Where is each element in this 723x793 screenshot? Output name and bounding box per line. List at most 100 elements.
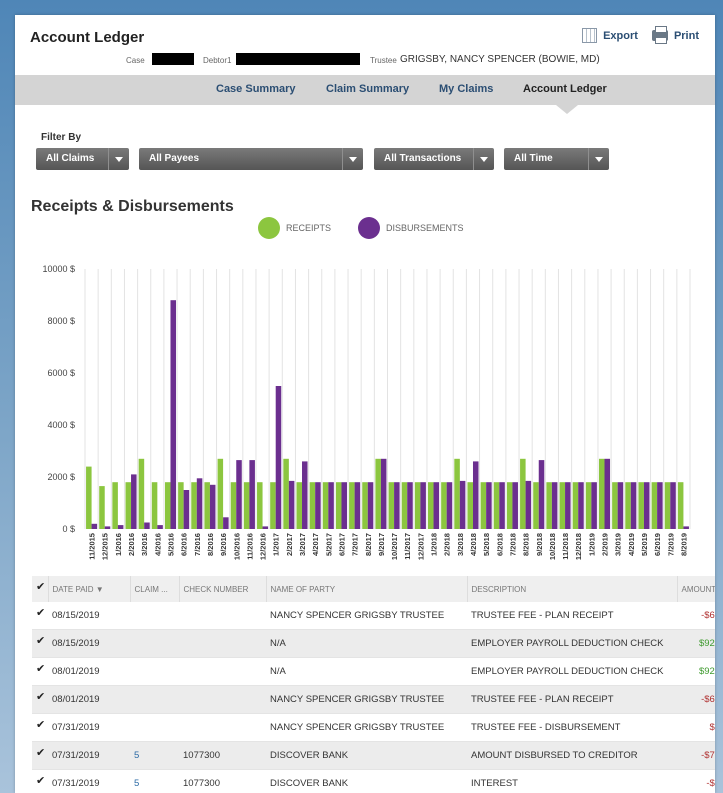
x-tick-label: 11/2016 [245,533,254,560]
receipts-legend-swatch [258,217,280,239]
row-checkbox[interactable] [32,769,48,793]
x-tick-label: 12/2017 [416,533,425,560]
x-tick-label: 11/2017 [403,533,412,560]
receipts-bar [164,482,171,529]
claims-filter-dropdown[interactable]: All Claims [36,148,129,170]
time-filter-dropdown[interactable]: All Time [504,148,609,170]
receipts-disbursements-chart: 10000 $ 8000 $ 6000 $ 4000 $ 2000 $ 0 $ 11/201… [42,264,691,560]
receipts-bar [204,482,210,529]
receipts-bar [428,482,434,529]
transactions-filter-dropdown[interactable]: All Transactions [374,148,494,170]
tab-case-summary[interactable]: Case Summary [216,83,296,95]
cell-claim[interactable] [130,657,179,686]
cell-description: EMPLOYER PAYROLL DEDUCTION CHECK [467,657,677,686]
row-checkbox[interactable] [32,602,48,630]
cell-amount: -$2.8 [677,769,715,793]
receipts-bar [401,482,408,529]
receipts-bar [112,482,118,529]
x-tick-label: 8/2018 [522,533,531,556]
cell-check-number [179,657,266,686]
debtor-redaction [236,53,360,65]
cell-date: 08/15/2019 [48,602,130,630]
row-checkbox[interactable] [32,685,48,714]
x-tick-label: 12/2016 [259,533,268,560]
y-tick-label: 4000 $ [47,420,75,430]
disbursements-bar [591,482,597,529]
row-checkbox[interactable] [32,629,48,658]
cell-claim[interactable] [130,629,179,658]
filter-label: Filter By [41,132,82,143]
column-name-of-party[interactable]: NAME OF PARTY [266,576,468,602]
cell-claim[interactable] [130,685,179,714]
tab-claim-summary[interactable]: Claim Summary [326,83,410,95]
cell-claim[interactable]: 5 [130,741,179,770]
cell-party: NANCY SPENCER GRIGSBY TRUSTEE [266,602,467,630]
row-checkbox[interactable] [32,657,48,686]
cell-date: 07/31/2019 [48,713,130,742]
receipts-bar [506,482,513,529]
receipts-bar [230,482,237,529]
legend-disbursements[interactable]: DISBURSEMENTS [358,217,464,239]
x-tick-label: 11/2018 [561,533,570,560]
cell-check-number: 1077300 [179,769,266,793]
cell-party: NANCY SPENCER GRIGSBY TRUSTEE [266,713,467,742]
column-date-paid[interactable]: DATE PAID ▼ [48,576,131,602]
disbursements-bar [525,480,532,529]
top-actions: Export Print [582,26,699,44]
select-all-checkbox[interactable] [32,576,49,602]
disbursements-bar [315,482,321,529]
column-claim[interactable]: CLAIM ... [130,576,180,602]
x-tick-label: 2/2016 [127,533,136,556]
x-tick-label: 10/2016 [232,533,241,560]
receipts-bar [322,482,329,529]
check-icon [36,718,46,731]
cell-claim[interactable] [130,602,179,630]
x-tick-label: 7/2018 [508,533,517,556]
disbursements-bar [131,474,137,529]
ledger-table: DATE PAID ▼ CLAIM ... CHECK NUMBER NAME … [32,576,715,793]
table-row[interactable]: 08/01/2019 NANCY SPENCER GRIGSBY TRUSTEET… [32,685,715,714]
cell-description: TRUSTEE FEE - PLAN RECEIPT [467,602,677,630]
ledger-panel: Account Ledger Export Print Case Debtor1… [15,15,715,793]
tab-account-ledger[interactable]: Account Ledger [523,83,607,95]
disbursements-bar [91,523,98,529]
cell-claim[interactable]: 5 [130,769,179,793]
table-row[interactable]: 07/31/2019 NANCY SPENCER GRIGSBY TRUSTEET… [32,713,715,742]
x-tick-label: 6/2016 [180,533,189,556]
cell-claim[interactable] [130,713,179,742]
print-button[interactable]: Print [651,26,699,44]
receipts-bar [467,482,473,529]
export-button[interactable]: Export [582,28,638,43]
print-label: Print [673,29,699,42]
x-tick-label: 1/2017 [272,533,281,556]
payees-filter-dropdown[interactable]: All Payees [139,148,363,170]
receipts-bar [414,482,421,529]
claims-filter-value: All Claims [46,153,95,164]
tab-my-claims[interactable]: My Claims [439,83,494,95]
check-icon [36,690,46,703]
column-amount[interactable]: AMOUNT [677,576,715,602]
trustee-value: GRIGSBY, NANCY SPENCER (BOWIE, MD) [400,54,600,65]
receipts-bar [335,482,342,529]
row-checkbox[interactable] [32,713,48,742]
disbursements-bar [275,386,282,529]
row-checkbox[interactable] [32,741,48,770]
x-tick-label: 5/2018 [482,533,491,556]
disbursements-bar [551,482,558,529]
x-tick-label: 3/2017 [298,533,307,556]
disbursements-bar [117,525,124,529]
cell-description: EMPLOYER PAYROLL DEDUCTION CHECK [467,629,677,658]
column-check-number[interactable]: CHECK NUMBER [179,576,267,602]
active-tab-caret [556,105,578,114]
cell-check-number [179,685,266,714]
check-icon [36,746,46,759]
disbursements-bar [328,482,334,529]
table-row[interactable]: 08/15/2019 NANCY SPENCER GRIGSBY TRUSTEET… [32,602,715,630]
disbursements-bar [617,482,624,529]
column-description[interactable]: DESCRIPTION [467,576,678,602]
legend-receipts[interactable]: RECEIPTS [258,217,331,239]
